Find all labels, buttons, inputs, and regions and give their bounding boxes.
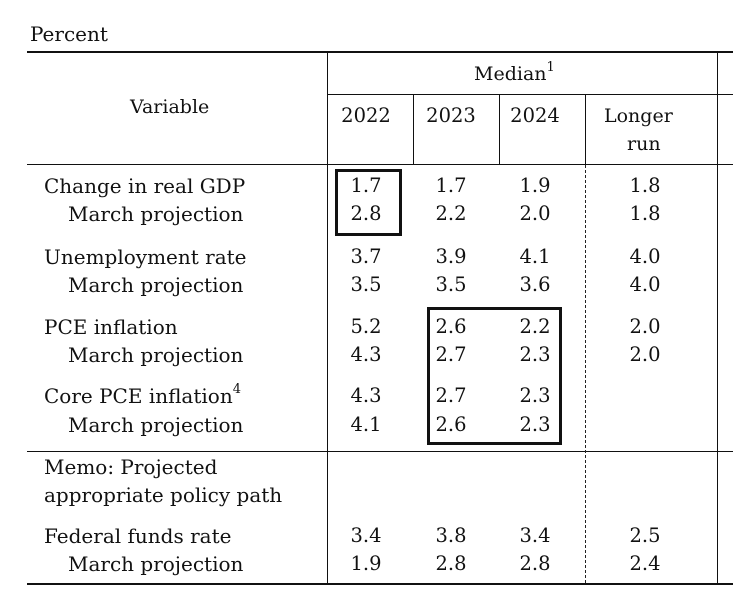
- cell-pce-2024: 2.2: [519, 315, 551, 338]
- variable-column-divider: [327, 52, 328, 584]
- cell-gdp-2022: 1.7: [350, 174, 382, 197]
- core-pce-footnote: 4: [232, 382, 241, 398]
- cell-ffr-march-2022: 1.9: [350, 552, 382, 575]
- cell-pce-2022: 5.2: [350, 315, 382, 338]
- cell-pce-longer-run: 2.0: [629, 315, 661, 338]
- cell-unemp-march-2024: 3.6: [519, 273, 551, 296]
- row-label-core-pce: Core PCE inflation4: [44, 382, 241, 408]
- right-column-divider: [717, 52, 718, 584]
- cell-ffr-2024: 3.4: [519, 524, 551, 547]
- cell-core-pce-2022: 4.3: [350, 384, 382, 407]
- cell-core-pce-2024: 2.3: [519, 384, 551, 407]
- header-divider-2023: [413, 95, 414, 165]
- cell-gdp-march-longer-run: 1.8: [629, 202, 661, 225]
- memo-rule: [27, 451, 733, 452]
- row-label-federal-funds: Federal funds rate: [44, 524, 232, 548]
- cell-ffr-march-2024: 2.8: [519, 552, 551, 575]
- longer-run-header-line1: Longer: [604, 105, 673, 127]
- cell-ffr-march-2023: 2.8: [435, 552, 467, 575]
- cell-unemp-longer-run: 4.0: [629, 245, 661, 268]
- cell-gdp-march-2022: 2.8: [350, 202, 382, 225]
- median-header: Median1: [474, 59, 555, 85]
- cell-ffr-march-longer-run: 2.4: [629, 552, 661, 575]
- cell-unemp-march-longer-run: 4.0: [629, 273, 661, 296]
- row-label-core-pce-march: March projection: [68, 413, 244, 437]
- memo-label-line1: Memo: Projected: [44, 455, 218, 479]
- cell-pce-march-2023: 2.7: [435, 343, 467, 366]
- cell-unemp-2022: 3.7: [350, 245, 382, 268]
- longer-run-dashed-divider: [585, 165, 586, 583]
- inflation-2023-2024-highlight-box: [427, 307, 562, 445]
- cell-unemp-2024: 4.1: [519, 245, 551, 268]
- header-divider-longer-run: [585, 95, 586, 165]
- row-label-unemployment-march: March projection: [68, 273, 244, 297]
- cell-core-pce-march-2023: 2.6: [435, 413, 467, 436]
- header-rule: [27, 164, 733, 165]
- row-label-federal-funds-march: March projection: [68, 552, 244, 576]
- header-divider-2024: [499, 95, 500, 165]
- cell-unemp-2023: 3.9: [435, 245, 467, 268]
- cell-pce-march-longer-run: 2.0: [629, 343, 661, 366]
- year-2024-header: 2024: [510, 104, 560, 127]
- cell-pce-march-2022: 4.3: [350, 343, 382, 366]
- year-2023-header: 2023: [426, 104, 476, 127]
- cell-pce-march-2024: 2.3: [519, 343, 551, 366]
- longer-run-header-line2: run: [627, 133, 661, 155]
- row-label-pce-march: March projection: [68, 343, 244, 367]
- row-label-gdp: Change in real GDP: [44, 174, 246, 198]
- cell-unemp-march-2023: 3.5: [435, 273, 467, 296]
- cell-pce-2023: 2.6: [435, 315, 467, 338]
- memo-label-line2: appropriate policy path: [44, 483, 283, 507]
- variable-header: Variable: [130, 96, 210, 118]
- cell-unemp-march-2022: 3.5: [350, 273, 382, 296]
- unit-label: Percent: [30, 22, 108, 46]
- cell-gdp-2024: 1.9: [519, 174, 551, 197]
- cell-gdp-longer-run: 1.8: [629, 174, 661, 197]
- median-underline: [327, 94, 733, 95]
- cell-core-pce-march-2024: 2.3: [519, 413, 551, 436]
- gdp-2022-highlight-box: [335, 169, 402, 236]
- cell-core-pce-2023: 2.7: [435, 384, 467, 407]
- cell-gdp-2023: 1.7: [435, 174, 467, 197]
- cell-gdp-march-2023: 2.2: [435, 202, 467, 225]
- bottom-rule: [27, 583, 733, 585]
- cell-core-pce-march-2022: 4.1: [350, 413, 382, 436]
- cell-gdp-march-2024: 2.0: [519, 202, 551, 225]
- cell-ffr-longer-run: 2.5: [629, 524, 661, 547]
- year-2022-header: 2022: [341, 104, 391, 127]
- row-label-pce: PCE inflation: [44, 315, 178, 339]
- row-label-unemployment: Unemployment rate: [44, 245, 247, 269]
- cell-ffr-2022: 3.4: [350, 524, 382, 547]
- top-rule: [27, 51, 733, 53]
- median-footnote: 1: [546, 59, 555, 75]
- cell-ffr-2023: 3.8: [435, 524, 467, 547]
- row-label-gdp-march: March projection: [68, 202, 244, 226]
